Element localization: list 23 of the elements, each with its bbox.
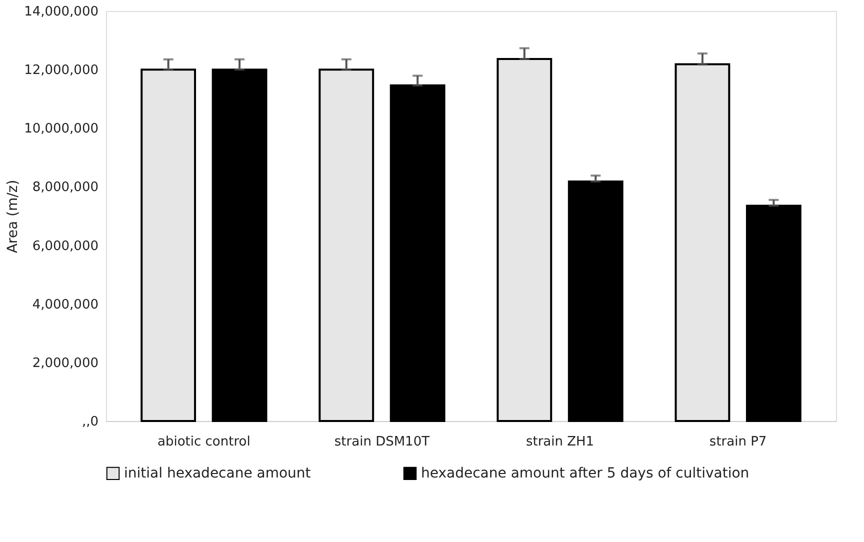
bar: [212, 68, 268, 422]
bar: [390, 84, 446, 422]
y-tick-label: 14,000,000: [24, 4, 98, 20]
x-tick-label: abiotic control: [158, 434, 250, 450]
bar: [318, 68, 374, 422]
x-tick-label: strain DSM10T: [334, 434, 430, 450]
bar: [568, 180, 624, 422]
y-tick-label: 4,000,000: [32, 297, 98, 312]
y-tick-label: ,,0: [82, 414, 98, 430]
legend-label: hexadecane amount after 5 days of cultivation: [421, 465, 750, 482]
bar: [140, 68, 196, 422]
bar: [674, 63, 730, 422]
y-tick-label: 6,000,000: [32, 238, 98, 254]
y-tick-label: 10,000,000: [24, 122, 98, 137]
bar: [746, 204, 802, 422]
legend-label: initial hexadecane amount: [124, 465, 312, 482]
bar: [496, 58, 552, 422]
y-tick-label: 12,000,000: [24, 63, 98, 78]
y-tick-label: 8,000,000: [32, 180, 98, 196]
x-tick-label: strain P7: [709, 434, 767, 450]
y-axis-title: Area (m/z): [5, 180, 22, 254]
y-tick-label: 2,000,000: [32, 356, 98, 371]
x-tick-label: strain ZH1: [526, 434, 594, 450]
